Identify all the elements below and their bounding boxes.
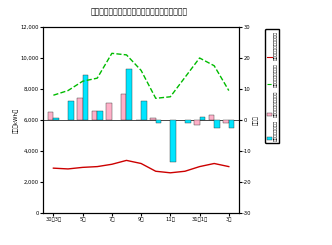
Bar [92,111,97,120]
Y-axis label: （％）: （％） [253,115,259,125]
Bar [48,112,53,120]
Bar [208,115,214,120]
Bar [194,120,200,125]
Bar [223,120,229,123]
Bar [106,103,112,120]
Bar [156,120,161,123]
Bar [68,101,74,120]
Bar [97,111,103,120]
Bar [200,117,205,120]
Y-axis label: （百万kWh）: （百万kWh） [14,107,19,133]
Bar [150,119,156,120]
Bar [214,120,220,128]
Bar [170,120,176,162]
Bar [53,119,59,120]
Bar [77,98,83,120]
Bar [126,69,132,120]
Legend: 電力需要実績前年同月比, 発電実績前年同月比, 電力需要実績（需要）, 発電実績（発電）: 電力需要実績前年同月比, 発電実績前年同月比, 電力需要実績（需要）, 発電実績… [265,29,280,143]
Bar [141,101,147,120]
Bar [229,120,234,128]
Bar [185,120,191,123]
Bar [83,75,88,120]
Bar [121,94,126,120]
Text: 電力需要実績・発電実績及び前年同月比の推移: 電力需要実績・発電実績及び前年同月比の推移 [91,7,188,16]
